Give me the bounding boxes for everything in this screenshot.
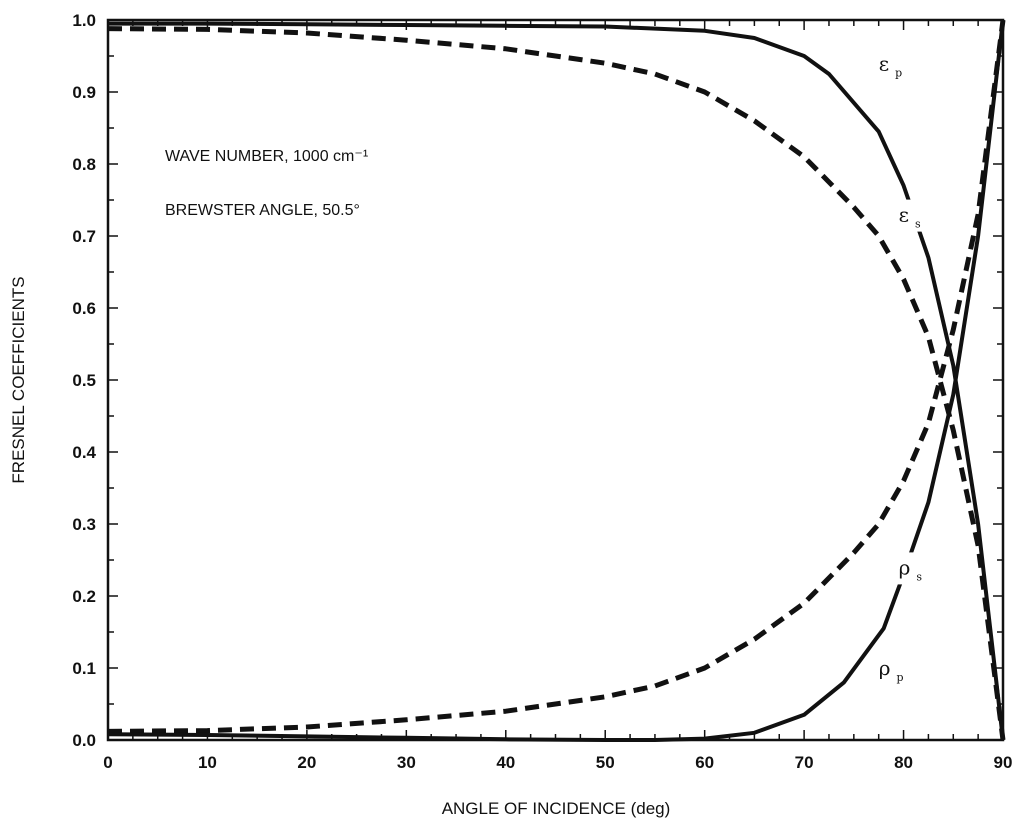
series-labels: ε pε sρ sρ p	[873, 48, 933, 685]
x-tick-label: 80	[894, 753, 913, 772]
y-tick-label: 0.5	[72, 371, 96, 390]
annotation-wave-number: WAVE NUMBER, 1000 cm⁻¹	[165, 148, 368, 165]
series-line-rho-p	[108, 20, 1003, 740]
series-line-rho-s	[108, 20, 1003, 731]
y-tick-label: 0.3	[72, 515, 96, 534]
x-tick-label: 50	[596, 753, 615, 772]
y-tick-labels: 0.0 0.1 0.2 0.3 0.4 0.5 0.6 0.7 0.8 0.9 1.0	[72, 11, 96, 750]
y-tick-label: 0.9	[72, 83, 96, 102]
x-tick-label: 20	[297, 753, 316, 772]
x-tick-label: 90	[994, 753, 1013, 772]
y-tick-label: 0.4	[72, 443, 96, 462]
x-axis-title: ANGLE OF INCIDENCE (deg)	[442, 799, 671, 818]
y-axis-title: FRESNEL COEFFICIENTS	[9, 276, 28, 483]
y-tick-label: 0.2	[72, 587, 96, 606]
tick-marks	[108, 20, 1003, 740]
series-line-epsilon-p	[108, 24, 1003, 740]
series-line-epsilon-s	[108, 29, 1003, 740]
series-layer	[108, 20, 1003, 740]
y-tick-label: 0.0	[72, 731, 96, 750]
x-tick-label: 30	[397, 753, 416, 772]
plot-frame	[108, 20, 1003, 740]
annotation-brewster-angle: BREWSTER ANGLE, 50.5°	[165, 202, 360, 219]
x-tick-label: 0	[103, 753, 112, 772]
x-tick-label: 40	[496, 753, 515, 772]
y-tick-label: 0.8	[72, 155, 96, 174]
x-tick-labels: 0 10 20 30 40 50 60 70 80 90	[103, 753, 1012, 772]
y-tick-label: 0.6	[72, 299, 96, 318]
y-tick-label: 1.0	[72, 11, 96, 30]
x-tick-label: 10	[198, 753, 217, 772]
y-tick-label: 0.1	[72, 659, 96, 678]
x-tick-label: 60	[695, 753, 714, 772]
x-tick-label: 70	[795, 753, 814, 772]
y-tick-label: 0.7	[72, 227, 96, 246]
